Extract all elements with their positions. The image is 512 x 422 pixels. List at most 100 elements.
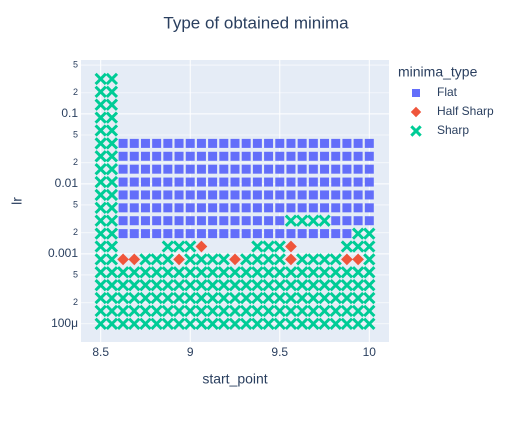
marker-square [118,229,128,239]
marker-square [174,164,184,174]
marker-x [217,317,230,331]
marker-x [363,304,376,318]
marker-x [94,150,107,163]
marker-square [118,177,128,187]
marker-square [152,216,162,226]
marker-x [295,304,309,318]
marker-x [105,266,119,279]
marker-square [163,151,173,161]
marker-x [172,240,186,253]
marker-x [105,227,119,240]
marker-square [275,138,285,148]
marker-x [105,317,119,331]
marker-x [139,291,152,305]
marker-x [161,240,175,253]
marker-square [353,164,363,174]
marker-x [340,240,354,253]
marker-square [163,190,173,200]
marker-x [94,175,107,189]
marker-x [363,317,376,331]
marker-x [94,188,107,202]
marker-square [241,164,251,174]
marker-x [94,266,107,279]
marker-x [195,266,208,279]
marker-square [196,216,206,226]
x-tick-label: 9 [187,345,194,359]
marker-square [364,203,374,213]
marker-x [351,227,365,240]
marker-square [140,190,150,200]
marker-x [105,85,119,99]
marker-x [105,278,119,292]
marker-square [241,138,251,148]
y-tick-label: 5 [73,59,78,69]
marker-square [230,190,240,200]
marker-square [196,229,206,239]
y-tick-label: 2 [73,87,78,97]
marker-square [342,151,352,161]
marker-x [340,291,354,305]
marker-square [163,138,173,148]
marker-square [129,151,139,161]
marker-square [308,190,318,200]
marker-x [307,266,320,279]
marker-x [94,291,107,305]
marker-square [196,151,206,161]
marker-x [128,304,141,318]
marker-x [161,291,175,305]
marker-x [318,278,331,292]
marker-x [105,98,119,111]
marker-x [128,317,141,331]
marker-x [172,278,186,292]
marker-x [105,214,119,227]
marker-square [297,138,307,148]
marker-square [241,229,251,239]
marker-square [129,229,139,239]
marker-square [353,151,363,161]
x-tick-label: 8.5 [92,345,109,359]
marker-square [342,177,352,187]
marker-x [273,266,286,279]
marker-x [251,266,264,279]
marker-square [219,229,229,239]
marker-x [318,214,331,227]
x-tick-label: 10 [363,345,377,359]
marker-x [139,317,152,331]
marker-x [228,304,242,318]
marker-x [284,317,298,331]
marker-x [251,304,264,318]
marker-square [208,229,218,239]
marker-x [94,162,107,176]
marker-x [363,278,376,292]
marker-diamond [128,253,141,266]
marker-square [320,177,330,187]
marker-x [150,291,163,305]
legend-marker [410,125,422,137]
marker-x [184,278,197,292]
marker-x [94,111,107,124]
marker-square [152,151,162,161]
marker-x [351,240,365,253]
marker-square [320,138,330,148]
marker-x [329,317,342,331]
marker-x [161,253,175,266]
y-tick-label: 0.01 [55,176,79,190]
marker-x [284,304,298,318]
marker-square [129,164,139,174]
marker-x [240,253,253,266]
marker-square [163,203,173,213]
marker-x [161,266,175,279]
marker-square [118,203,128,213]
marker-x [94,137,107,150]
y-tick-label: 2 [73,157,78,167]
marker-square [219,203,229,213]
marker-x [307,278,320,292]
y-tick-label: 100μ [51,316,78,330]
marker-x [251,317,264,331]
marker-square [163,229,173,239]
marker-square [331,138,341,148]
marker-square [320,203,330,213]
marker-square [264,203,274,213]
marker-square [185,190,195,200]
